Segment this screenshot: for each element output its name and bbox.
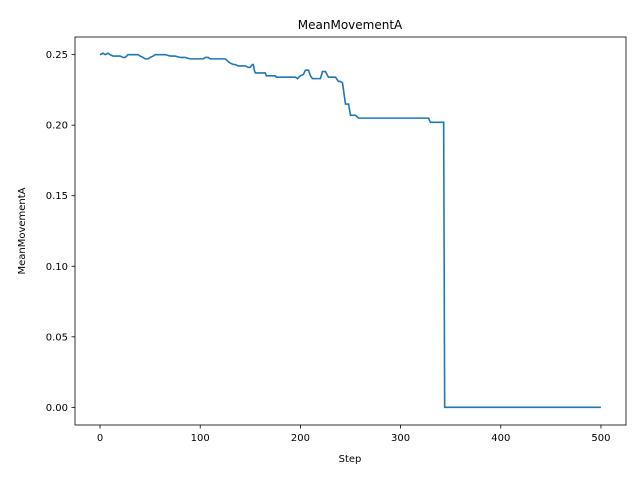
- y-tick-label: 0.15: [46, 191, 68, 202]
- x-tick-label: 100: [191, 433, 210, 444]
- plot-frame: [74, 36, 627, 426]
- y-tick-label: 0.05: [46, 332, 68, 343]
- x-tick-label: 200: [291, 433, 310, 444]
- x-axis-ticks: 0 100 200 300 400 500: [97, 425, 611, 444]
- y-tick-label: 0.00: [46, 403, 68, 414]
- x-tick-label: 300: [391, 433, 410, 444]
- x-tick-label: 400: [491, 433, 510, 444]
- series-line: [99, 52, 601, 409]
- y-axis-title: MeanMovementA: [17, 187, 28, 274]
- chart-title: MeanMovementA: [298, 18, 403, 32]
- x-axis-title: Step: [339, 454, 362, 465]
- y-tick-label: 0.10: [46, 262, 68, 273]
- x-tick-label: 500: [591, 433, 610, 444]
- y-tick-label: 0.20: [46, 121, 68, 132]
- y-tick-label: 0.25: [46, 50, 68, 61]
- y-axis-ticks: 0.00 0.05 0.10 0.15 0.20 0.25: [46, 50, 75, 414]
- x-tick-label: 0: [97, 433, 103, 444]
